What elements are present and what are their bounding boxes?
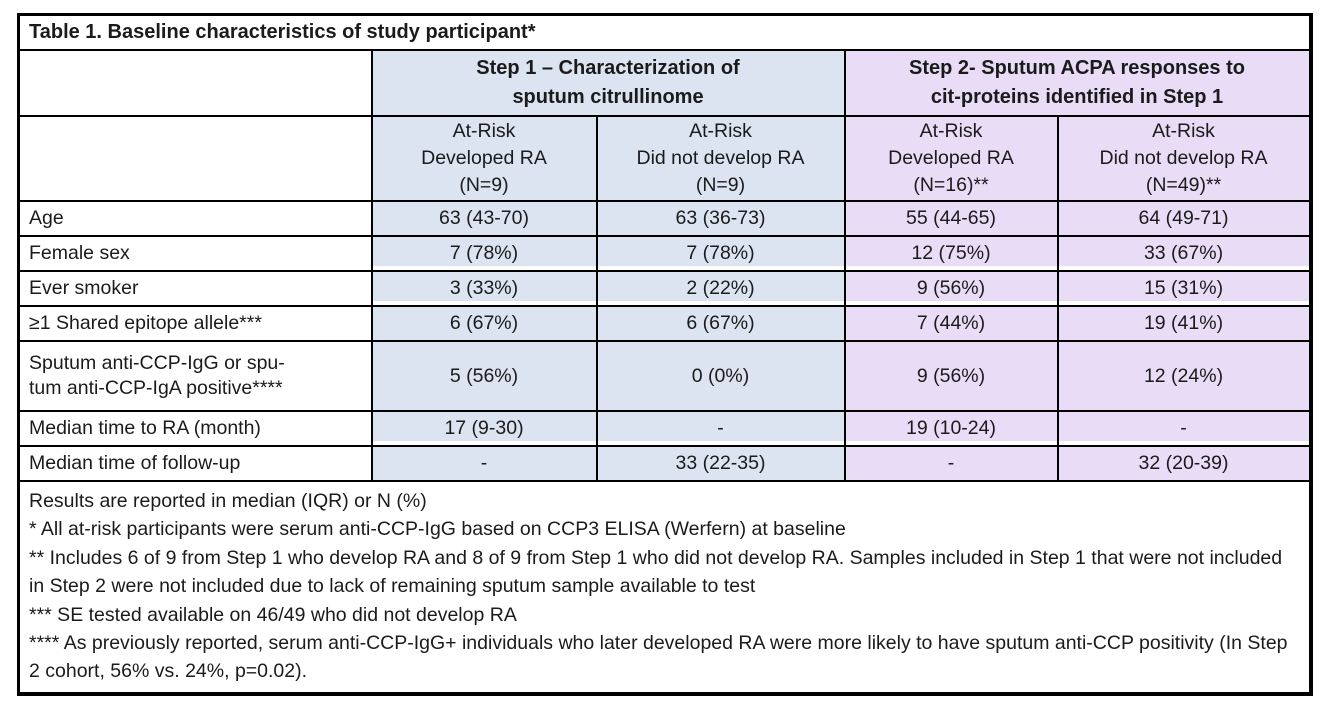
cell-value: 7 (78%) bbox=[595, 235, 846, 272]
table-row-ever-smoker: Ever smoker 3 (33%) 2 (22%) 9 (56%) 15 (… bbox=[17, 270, 1312, 307]
table-row-median-follow-up: Median time of follow-up - 33 (22-35) - … bbox=[17, 445, 1312, 482]
row-label: Sputum anti-CCP-IgG or spu- tum anti-CCP… bbox=[17, 340, 373, 412]
cell-value: 3 (33%) bbox=[370, 270, 598, 307]
cell-value: 12 (24%) bbox=[1056, 340, 1312, 412]
cell-value: 15 (31%) bbox=[1056, 270, 1312, 307]
cell-value: 17 (9-30) bbox=[370, 410, 598, 447]
row-label: Median time to RA (month) bbox=[17, 410, 373, 447]
cell-value: 0 (0%) bbox=[595, 340, 846, 412]
cell-value: 12 (75%) bbox=[843, 235, 1059, 272]
cell-value: 55 (44-65) bbox=[843, 200, 1059, 237]
column-header-row: At-Risk Developed RA (N=9) At-Risk Did n… bbox=[17, 115, 1312, 202]
corner-cell bbox=[17, 49, 373, 117]
cell-value: 7 (44%) bbox=[843, 305, 1059, 342]
footnote-asterisk-3: *** SE tested available on 46/49 who did… bbox=[29, 603, 517, 626]
column-header-step1-developed: At-Risk Developed RA (N=9) bbox=[370, 115, 598, 202]
footnote-asterisk-1: * All at-risk participants were serum an… bbox=[29, 518, 846, 541]
column-header-step2-not-developed: At-Risk Did not develop RA (N=49)** bbox=[1056, 115, 1312, 202]
row-label: ≥1 Shared epitope allele*** bbox=[17, 305, 373, 342]
footnote-asterisk-2: ** Includes 6 of 9 from Step 1 who devel… bbox=[29, 546, 1283, 598]
cell-value: 6 (67%) bbox=[370, 305, 598, 342]
column-header-step1-not-developed: At-Risk Did not develop RA (N=9) bbox=[595, 115, 846, 202]
cell-value: - bbox=[370, 445, 598, 482]
cell-value: 5 (56%) bbox=[370, 340, 598, 412]
cell-value: 63 (36-73) bbox=[595, 200, 846, 237]
group-header-step2: Step 2- Sputum ACPA responses to cit-pro… bbox=[843, 49, 1312, 117]
cell-value: 33 (22-35) bbox=[595, 445, 846, 482]
cell-value: - bbox=[843, 445, 1059, 482]
footnote-results-note: Results are reported in median (IQR) or … bbox=[29, 490, 427, 512]
footnotes-row: Results are reported in median (IQR) or … bbox=[17, 480, 1312, 695]
table-title-row: Table 1. Baseline characteristics of stu… bbox=[17, 13, 1312, 51]
cell-value: 19 (41%) bbox=[1056, 305, 1312, 342]
row-label: Female sex bbox=[17, 235, 373, 272]
cell-value: 6 (67%) bbox=[595, 305, 846, 342]
table-row-median-time-to-ra: Median time to RA (month) 17 (9-30) - 19… bbox=[17, 410, 1312, 447]
baseline-characteristics-table: Table 1. Baseline characteristics of stu… bbox=[17, 13, 1313, 696]
cell-value: 9 (56%) bbox=[843, 340, 1059, 412]
cell-value: 7 (78%) bbox=[370, 235, 598, 272]
cell-value: 32 (20-39) bbox=[1056, 445, 1312, 482]
row-label: Median time of follow-up bbox=[17, 445, 373, 482]
table-row-female-sex: Female sex 7 (78%) 7 (78%) 12 (75%) 33 (… bbox=[17, 235, 1312, 272]
row-label: Ever smoker bbox=[17, 270, 373, 307]
table-row-shared-epitope: ≥1 Shared epitope allele*** 6 (67%) 6 (6… bbox=[17, 305, 1312, 342]
cell-value: 2 (22%) bbox=[595, 270, 846, 307]
table-row-sputum-anti-ccp: Sputum anti-CCP-IgG or spu- tum anti-CCP… bbox=[17, 340, 1312, 412]
cell-value: - bbox=[1056, 410, 1312, 447]
corner-cell bbox=[17, 115, 373, 202]
footnotes-cell: Results are reported in median (IQR) or … bbox=[17, 480, 1312, 695]
cell-value: 64 (49-71) bbox=[1056, 200, 1312, 237]
column-header-step2-developed: At-Risk Developed RA (N=16)** bbox=[843, 115, 1059, 202]
cell-value: 9 (56%) bbox=[843, 270, 1059, 307]
cell-value: 33 (67%) bbox=[1056, 235, 1312, 272]
group-header-step1: Step 1 – Characterization of sputum citr… bbox=[370, 49, 846, 117]
group-header-row: Step 1 – Characterization of sputum citr… bbox=[17, 49, 1312, 117]
row-label: Age bbox=[17, 200, 373, 237]
cell-value: - bbox=[595, 410, 846, 447]
cell-value: 63 (43-70) bbox=[370, 200, 598, 237]
footnote-asterisk-4: **** As previously reported, serum anti-… bbox=[29, 632, 1288, 683]
table-row-age: Age 63 (43-70) 63 (36-73) 55 (44-65) 64 … bbox=[17, 200, 1312, 237]
table-title: Table 1. Baseline characteristics of stu… bbox=[17, 13, 1312, 51]
cell-value: 19 (10-24) bbox=[843, 410, 1059, 447]
